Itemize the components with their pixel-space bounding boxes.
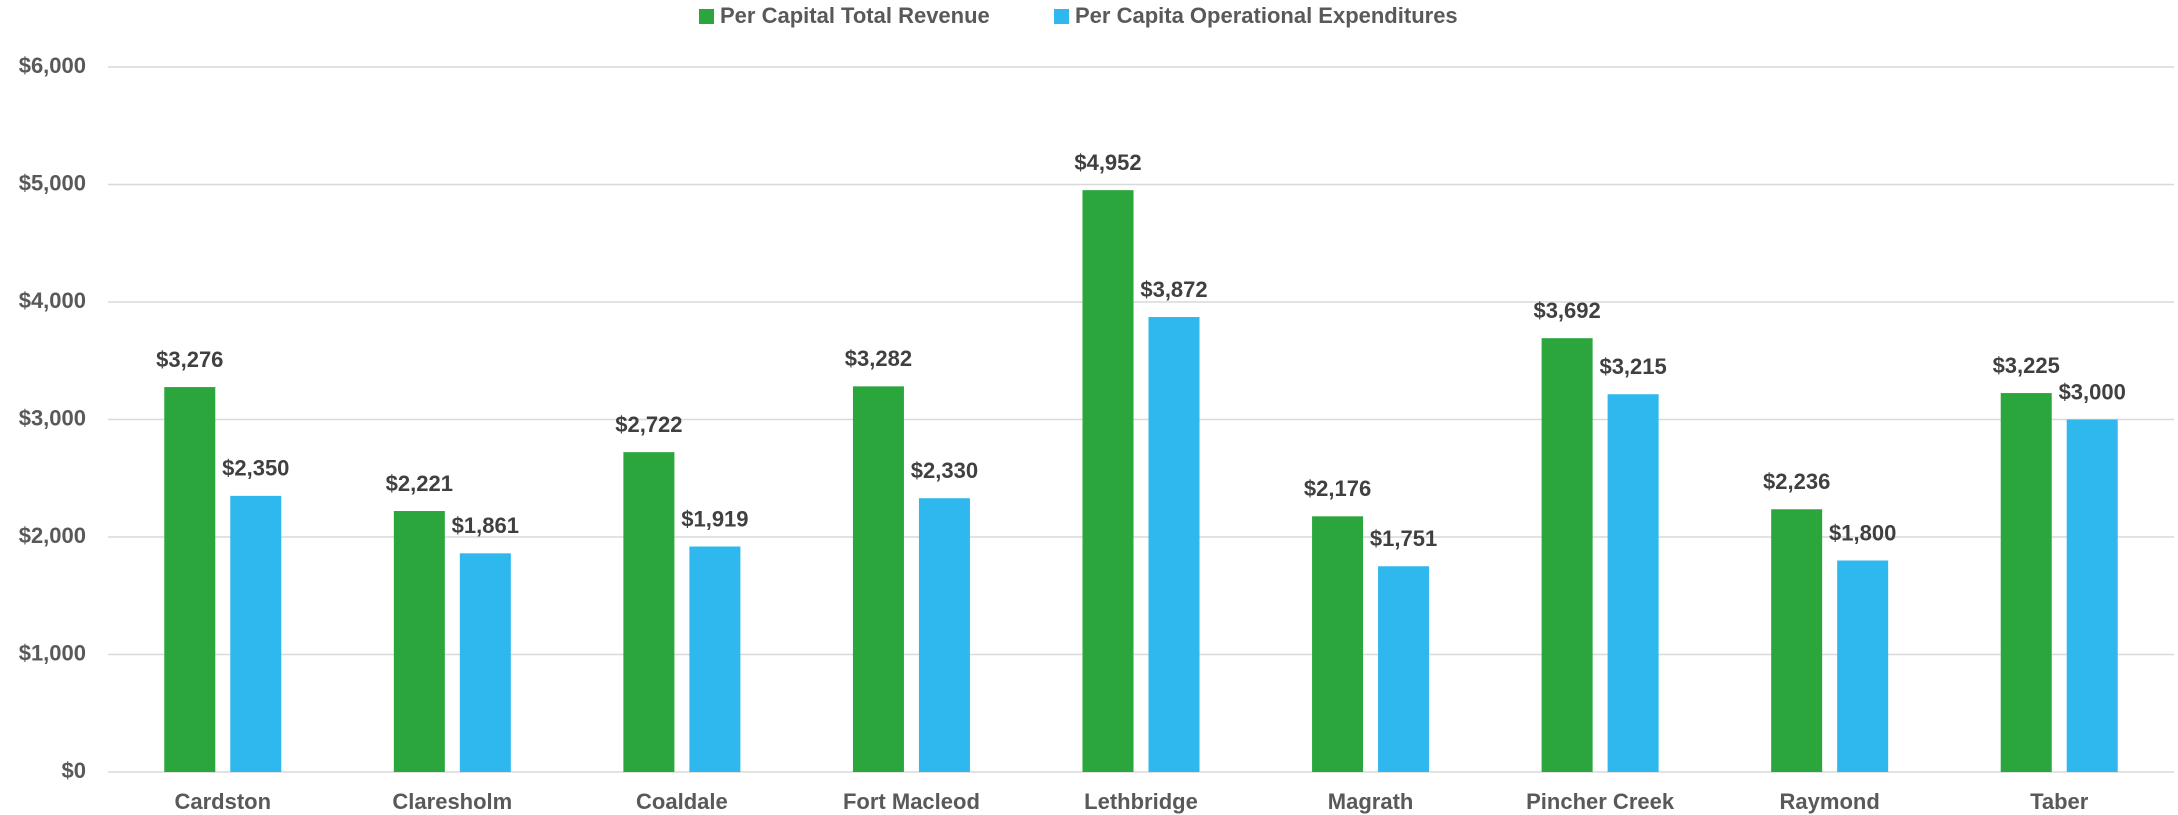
data-label: $3,000 bbox=[2059, 379, 2126, 404]
bar bbox=[393, 511, 445, 772]
y-tick-label: $0 bbox=[62, 758, 86, 783]
bar bbox=[918, 498, 970, 772]
y-tick-label: $6,000 bbox=[19, 53, 86, 78]
data-label: $3,225 bbox=[1993, 353, 2060, 378]
legend-swatch bbox=[1054, 9, 1069, 24]
data-label: $3,282 bbox=[845, 346, 912, 371]
data-label: $3,215 bbox=[1599, 354, 1666, 379]
data-label: $3,692 bbox=[1533, 298, 1600, 323]
bar bbox=[1082, 190, 1134, 772]
bar bbox=[2066, 419, 2118, 772]
data-label: $2,350 bbox=[222, 456, 289, 481]
y-tick-label: $2,000 bbox=[19, 523, 86, 548]
data-label: $2,221 bbox=[386, 471, 453, 496]
x-tick-label: Cardston bbox=[174, 789, 271, 814]
bar bbox=[1607, 394, 1659, 772]
x-tick-label: Coaldale bbox=[636, 789, 728, 814]
x-tick-label: Claresholm bbox=[392, 789, 512, 814]
x-tick-label: Pincher Creek bbox=[1526, 789, 1675, 814]
bar bbox=[689, 546, 741, 772]
bar bbox=[1378, 566, 1430, 772]
y-tick-label: $5,000 bbox=[19, 170, 86, 195]
bar bbox=[230, 495, 282, 772]
data-label: $1,800 bbox=[1829, 520, 1896, 545]
data-label: $2,330 bbox=[911, 458, 978, 483]
x-tick-label: Lethbridge bbox=[1084, 789, 1198, 814]
bar bbox=[2000, 393, 2052, 772]
bar bbox=[1541, 338, 1593, 772]
bar bbox=[1771, 509, 1823, 772]
data-label: $2,236 bbox=[1763, 469, 1830, 494]
x-tick-label: Taber bbox=[2030, 789, 2089, 814]
y-tick-label: $3,000 bbox=[19, 405, 86, 430]
x-tick-label: Magrath bbox=[1328, 789, 1414, 814]
x-tick-label: Raymond bbox=[1780, 789, 1880, 814]
bar bbox=[459, 553, 511, 772]
bar bbox=[623, 452, 675, 772]
bar bbox=[164, 387, 216, 772]
bar bbox=[1148, 317, 1200, 772]
data-label: $4,952 bbox=[1074, 150, 1141, 175]
legend-label: Per Capital Total Revenue bbox=[720, 3, 990, 28]
legend-swatch bbox=[699, 9, 714, 24]
y-tick-label: $4,000 bbox=[19, 288, 86, 313]
data-label: $1,861 bbox=[452, 513, 519, 538]
legend-label: Per Capita Operational Expenditures bbox=[1075, 3, 1458, 28]
bar bbox=[852, 386, 904, 772]
y-tick-label: $1,000 bbox=[19, 640, 86, 665]
data-label: $3,276 bbox=[156, 347, 223, 372]
data-label: $1,919 bbox=[681, 506, 748, 531]
data-label: $1,751 bbox=[1370, 526, 1437, 551]
data-label: $3,872 bbox=[1140, 277, 1207, 302]
data-label: $2,722 bbox=[615, 412, 682, 437]
data-label: $2,176 bbox=[1304, 476, 1371, 501]
bar bbox=[1837, 560, 1889, 772]
x-tick-label: Fort Macleod bbox=[843, 789, 980, 814]
bar bbox=[1312, 516, 1364, 772]
